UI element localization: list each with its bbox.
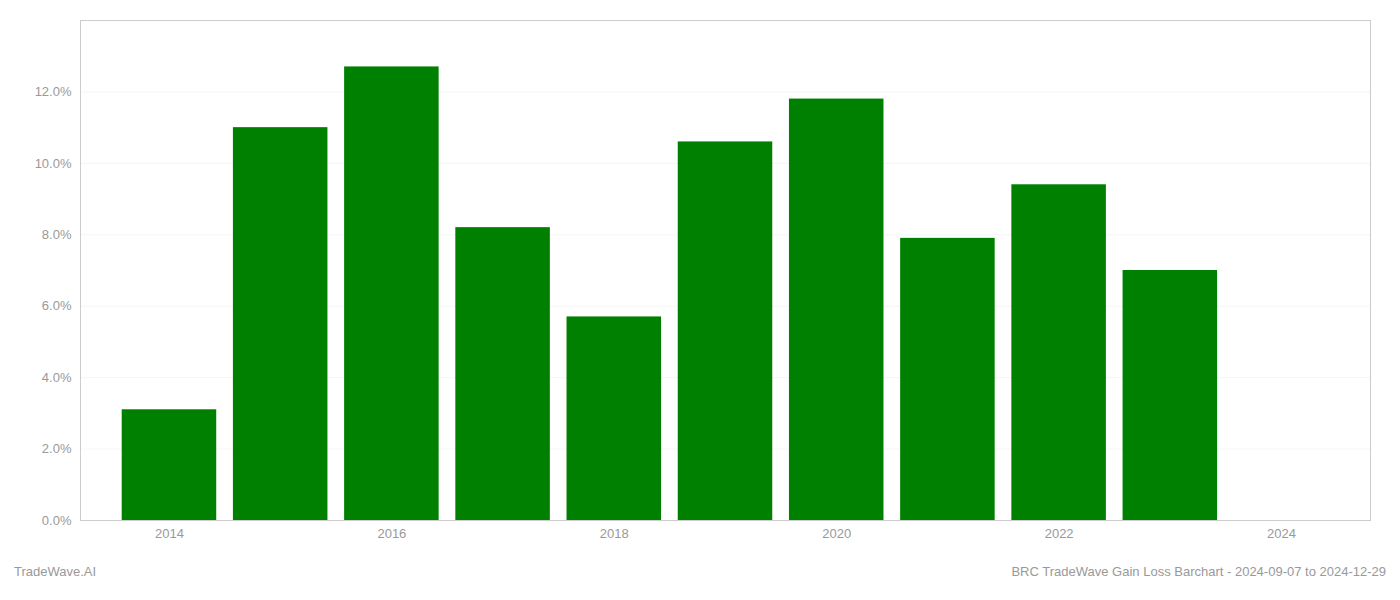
svg-text:2024: 2024 [1267, 526, 1296, 541]
svg-text:4.0%: 4.0% [42, 370, 72, 385]
svg-text:2020: 2020 [822, 526, 851, 541]
svg-text:2018: 2018 [600, 526, 629, 541]
svg-text:8.0%: 8.0% [42, 227, 72, 242]
svg-text:2.0%: 2.0% [42, 441, 72, 456]
svg-text:0.0%: 0.0% [42, 513, 72, 528]
html-text:TradeWave.AI: TradeWave.AI [14, 564, 97, 579]
svg-text:6.0%: 6.0% [42, 298, 72, 313]
svg-text:10.0%: 10.0% [35, 156, 72, 171]
svg-text:2014: 2014 [155, 526, 184, 541]
svg-text:2022: 2022 [1045, 526, 1074, 541]
svg-text:2016: 2016 [377, 526, 406, 541]
svg-text:12.0%: 12.0% [35, 84, 72, 99]
html-text:BRC TradeWave Gain Loss Barcha: BRC TradeWave Gain Loss Barchart - 2024-… [1011, 564, 1386, 579]
